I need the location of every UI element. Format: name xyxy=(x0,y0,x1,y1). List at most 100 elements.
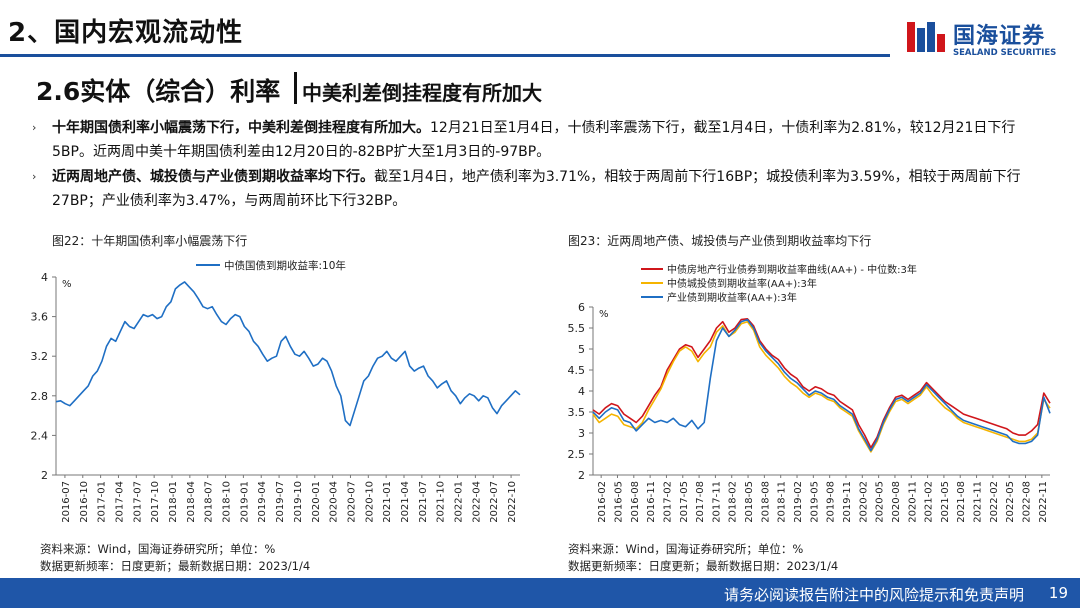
x-tick-label: 2020-10 xyxy=(364,481,375,523)
x-tick-label: 2022-05 xyxy=(1005,481,1016,523)
x-tick-label: 2018-07 xyxy=(204,481,215,523)
series-line-0 xyxy=(592,317,1051,449)
x-tick-label: 2018-11 xyxy=(777,481,788,523)
logo-chinese-text: 国海证券 xyxy=(953,24,1046,49)
x-tick-label: 2019-07 xyxy=(275,481,286,523)
x-tick-label: 2019-08 xyxy=(826,481,837,523)
bullet-item: › 近两周地产债、城投债与产业债到期收益率均下行。截至1月4日，地产债利率为3.… xyxy=(30,165,1050,213)
update-line: 数据更新频率：日度更新；最新数据日期：2023/1/4 xyxy=(40,559,311,573)
y-tick-label: 3.2 xyxy=(31,350,49,363)
x-tick-label: 2018-04 xyxy=(186,481,197,523)
x-tick-label: 2018-02 xyxy=(728,481,739,523)
series-line-0 xyxy=(55,281,521,427)
x-tick-label: 2016-02 xyxy=(597,481,608,523)
figure-23-title: 图23：近两周地产债、城投债与产业债到期收益率均下行 xyxy=(568,234,872,248)
x-tick-label: 2019-11 xyxy=(842,481,853,523)
x-tick-label: 2018-08 xyxy=(760,481,771,523)
bullet-bold-text: 近两周地产债、城投债与产业债到期收益率均下行。 xyxy=(52,169,374,185)
x-tick-label: 2020-11 xyxy=(907,481,918,523)
footer-disclaimer: 请务必阅读报告附注中的风险提示和免责声明 xyxy=(723,586,1024,604)
unit-label: % xyxy=(599,309,609,320)
y-tick-label: 2.5 xyxy=(568,448,586,461)
bullet-item: › 十年期国债利率小幅震荡下行，中美利差倒挂程度有所加大。12月21日至1月4日… xyxy=(30,116,1050,164)
title-rule xyxy=(0,54,890,57)
x-tick-label: 2016-10 xyxy=(79,481,90,523)
y-tick-label: 2.4 xyxy=(31,429,49,442)
logo-english-text: SEALAND SECURITIES xyxy=(953,48,1057,58)
subsection-subtitle: 中美利差倒挂程度有所加大 xyxy=(302,81,542,105)
arrow-bullet-icon: › xyxy=(32,170,37,183)
subsection-title: 2.6实体（综合）利率 xyxy=(36,77,281,106)
unit-label: % xyxy=(62,279,72,290)
bullet-list: › 十年期国债利率小幅震荡下行，中美利差倒挂程度有所加大。12月21日至1月4日… xyxy=(30,116,1050,214)
series-line-2 xyxy=(592,318,1051,452)
y-tick-label: 5.5 xyxy=(568,322,586,335)
chart-10y-treasury-yield: 2 2.4 2.8 3.2 3.6 4% 2016-07 2016-10 2017-01 2017… xyxy=(31,259,521,523)
x-tick-label: 2021-04 xyxy=(400,481,411,523)
x-tick-label: 2019-10 xyxy=(293,481,304,523)
y-tick-label: 2 xyxy=(578,469,585,482)
x-tick-label: 2022-10 xyxy=(507,481,518,523)
y-tick-label: 3.6 xyxy=(31,311,49,324)
x-tick-label: 2017-04 xyxy=(114,481,125,523)
source-line: 资料来源：Wind，国海证券研究所；单位：% xyxy=(568,542,804,556)
y-tick-label: 4 xyxy=(41,271,48,284)
x-tick-label: 2017-10 xyxy=(150,481,161,523)
x-tick-label: 2021-05 xyxy=(940,481,951,523)
x-tick-label: 2022-02 xyxy=(989,481,1000,523)
footer-bar: 请务必阅读报告附注中的风险提示和免责声明 19 xyxy=(0,578,1080,608)
legend-label: 中债国债到期收益率:10年 xyxy=(224,259,346,272)
y-tick-label: 4.5 xyxy=(568,364,586,377)
x-tick-label: 2021-08 xyxy=(956,481,967,523)
bullet-bold-text: 十年期国债利率小幅震荡下行，中美利差倒挂程度有所加大。 xyxy=(52,120,430,136)
x-tick-label: 2022-01 xyxy=(454,481,465,523)
bullet-body-text: 12月21日至1月4日，十债利率震荡下行，截至1月4日，十债利率为2.81%，较… xyxy=(52,120,1016,160)
x-tick-label: 2017-01 xyxy=(97,481,108,523)
x-tick-label: 2022-04 xyxy=(471,481,482,523)
subsection-divider xyxy=(294,72,297,104)
x-tick-label: 2020-08 xyxy=(891,481,902,523)
x-tick-label: 2020-04 xyxy=(329,481,340,523)
x-tick-label: 2016-05 xyxy=(613,481,624,523)
legend-label: 产业债到期收益率(AA+):3年 xyxy=(667,291,797,304)
x-tick-label: 2016-08 xyxy=(630,481,641,523)
subsection-heading: 2.6实体（综合）利率 中美利差倒挂程度有所加大 xyxy=(30,68,590,110)
x-tick-label: 2021-10 xyxy=(436,481,447,523)
section-title: 2、国内宏观流动性 xyxy=(8,18,244,48)
x-tick-label: 2020-07 xyxy=(346,481,357,523)
figure-22-title: 图22：十年期国债利率小幅震荡下行 xyxy=(52,234,248,248)
x-tick-label: 2020-02 xyxy=(858,481,869,523)
y-tick-label: 5 xyxy=(578,343,585,356)
series-line-1 xyxy=(592,320,1051,453)
x-tick-label: 2019-04 xyxy=(257,481,268,523)
y-tick-label: 4 xyxy=(578,385,585,398)
page-number: 19 xyxy=(1048,584,1068,602)
y-tick-label: 2 xyxy=(41,469,48,482)
y-tick-label: 2.8 xyxy=(31,390,49,403)
x-tick-label: 2018-10 xyxy=(222,481,233,523)
x-tick-label: 2021-02 xyxy=(924,481,935,523)
chart-bond-yields: 2 2.5 3 3.5 4 4.5 5 5.5 6% 2016-02 2016-05 2016-08 2… xyxy=(568,263,1051,523)
bullet-body-text: 截至1月4日，地产债利率为3.71%，相较于两周前下行16BP；城投债利率为3.… xyxy=(52,169,1021,209)
logo-mark-icon xyxy=(907,22,945,52)
x-tick-label: 2017-07 xyxy=(132,481,143,523)
update-line: 数据更新频率：日度更新；最新数据日期：2023/1/4 xyxy=(568,559,839,573)
x-tick-label: 2022-11 xyxy=(1038,481,1049,523)
figure-22-source: 资料来源：Wind，国海证券研究所；单位：% 数据更新频率：日度更新；最新数据日… xyxy=(40,541,310,575)
x-tick-label: 2022-08 xyxy=(1022,481,1033,523)
y-tick-label: 3 xyxy=(578,427,585,440)
x-tick-label: 2018-05 xyxy=(744,481,755,523)
x-tick-label: 2019-05 xyxy=(809,481,820,523)
y-tick-label: 3.5 xyxy=(568,406,586,419)
legend-label: 中债城投债到期收益率(AA+):3年 xyxy=(667,277,817,290)
x-tick-label: 2016-11 xyxy=(646,481,657,523)
x-tick-label: 2021-01 xyxy=(382,481,393,523)
x-tick-label: 2016-07 xyxy=(61,481,72,523)
x-tick-label: 2022-07 xyxy=(489,481,500,523)
legend-label: 中债房地产行业债券到期收益率曲线(AA+) - 中位数:3年 xyxy=(667,263,917,276)
x-tick-label: 2020-05 xyxy=(875,481,886,523)
x-tick-label: 2017-02 xyxy=(662,481,673,523)
arrow-bullet-icon: › xyxy=(32,121,37,134)
x-tick-label: 2017-05 xyxy=(679,481,690,523)
y-tick-label: 6 xyxy=(578,301,585,314)
